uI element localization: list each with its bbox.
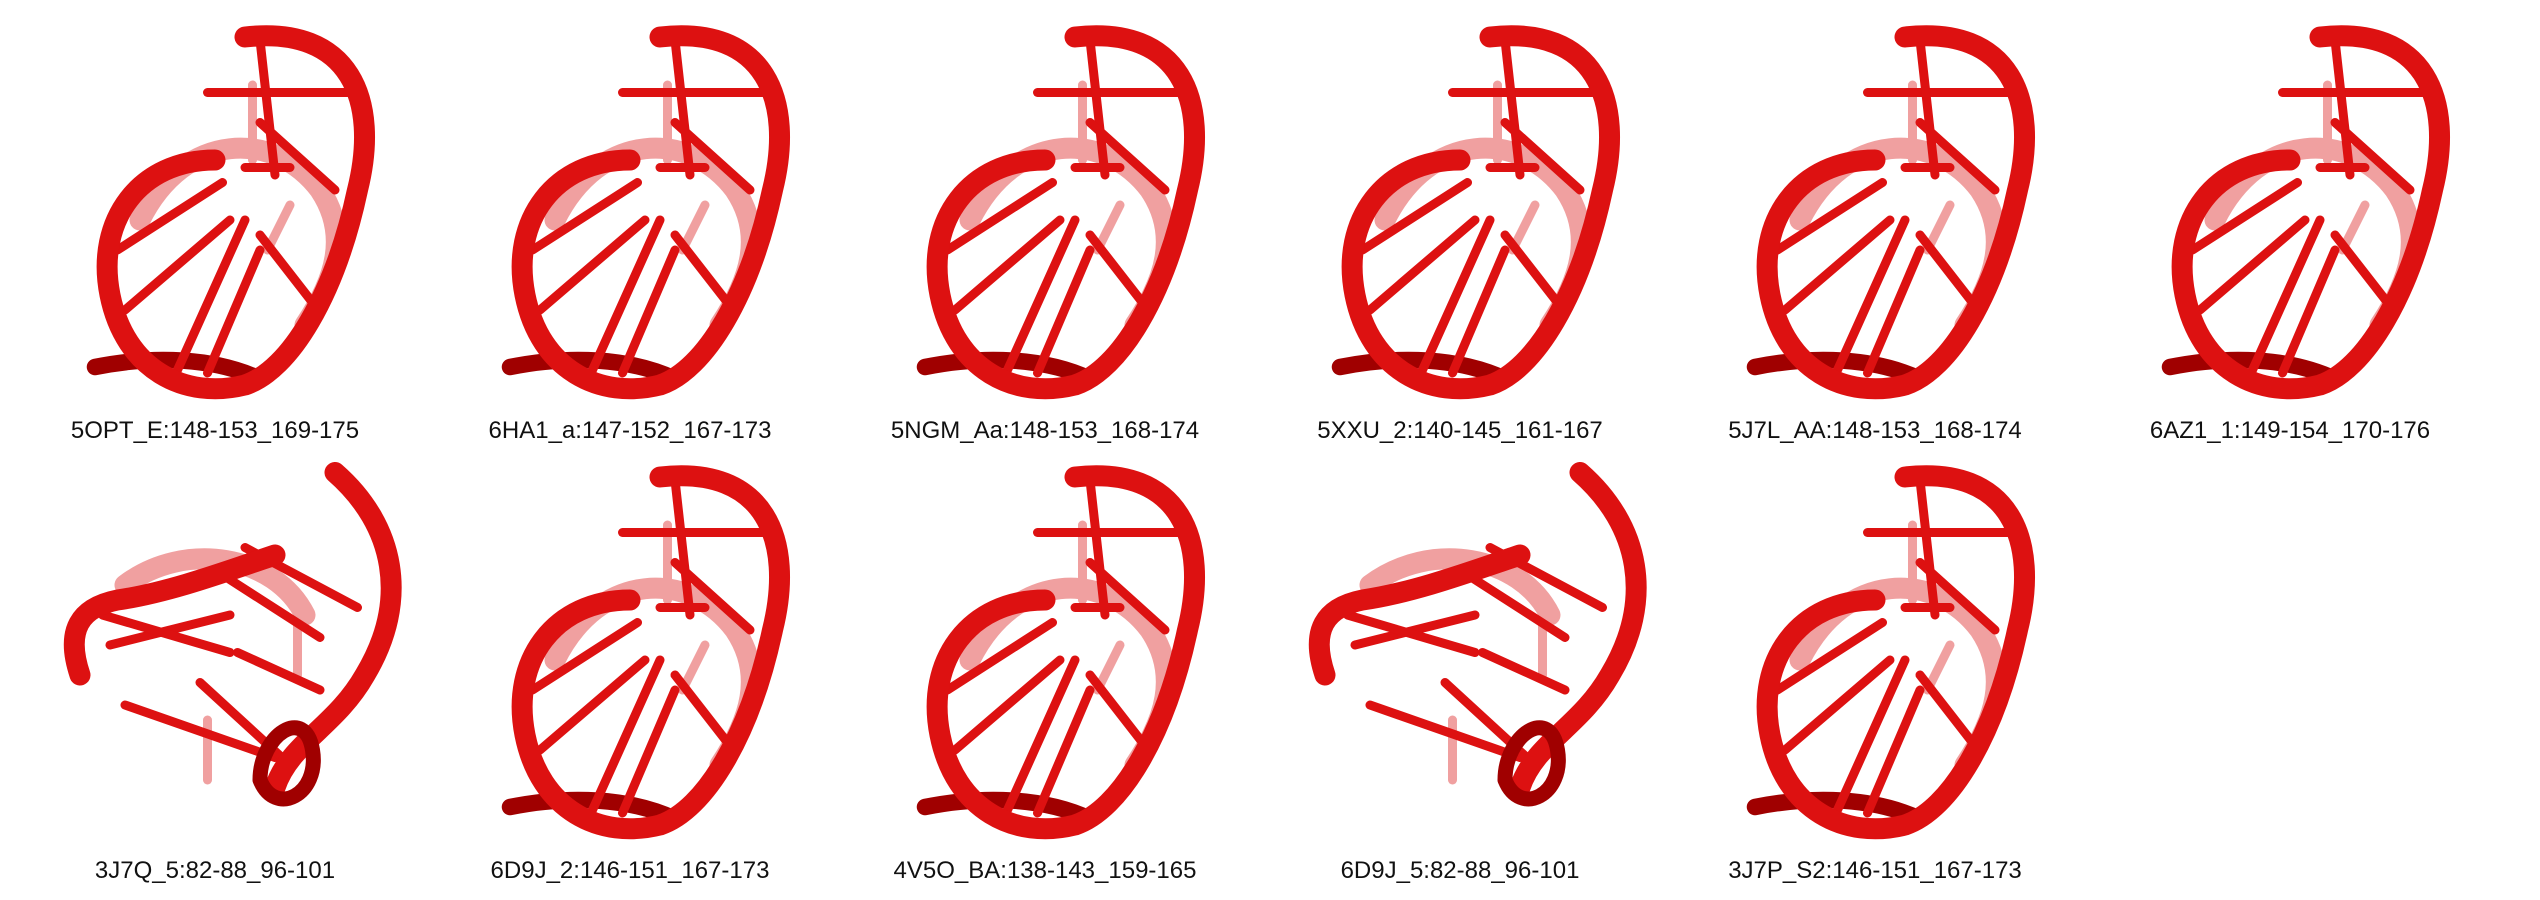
structure-panel: 6HA1_a:147-152_167-173: [425, 15, 835, 455]
structure-panel: 5OPT_E:148-153_169-175: [10, 15, 420, 455]
rna-structure-image: [1331, 25, 1620, 400]
rna-structure-image: [501, 465, 790, 840]
rna-structure-image: [86, 25, 375, 400]
structure-label: 5XXU_2:140-145_161-167: [1317, 417, 1603, 444]
structure-panel: 6AZ1_1:149-154_170-176: [2085, 15, 2495, 455]
structure-label: 5J7L_AA:148-153_168-174: [1728, 417, 2022, 444]
rna-structure-image: [501, 25, 790, 400]
structure-label: 5OPT_E:148-153_169-175: [70, 417, 360, 444]
structure-label: 6D9J_2:146-151_167-173: [490, 857, 770, 884]
rna-structure-image: [2161, 25, 2450, 400]
structure-panel: 5NGM_Aa:148-153_168-174: [840, 15, 1250, 455]
structure-panel: 6D9J_5:82-88_96-101: [1255, 455, 1665, 895]
structure-panel: 6D9J_2:146-151_167-173: [425, 455, 835, 895]
rna-structure-image: [63, 462, 402, 807]
rna-structure-image: [916, 465, 1205, 840]
structure-label: 6D9J_5:82-88_96-101: [1340, 857, 1580, 884]
structure-label: 3J7Q_5:82-88_96-101: [94, 857, 336, 884]
structure-label: 4V5O_BA:138-143_159-165: [893, 857, 1197, 884]
structure-panel: 5J7L_AA:148-153_168-174: [1670, 15, 2080, 455]
structure-panel: 5XXU_2:140-145_161-167: [1255, 15, 1665, 455]
structure-label: 3J7P_S2:146-151_167-173: [1728, 857, 2022, 884]
rna-structure-image: [1746, 25, 2035, 400]
rna-structure-image: [1308, 462, 1647, 807]
structure-label: 6AZ1_1:149-154_170-176: [2149, 417, 2431, 444]
structure-label: 6HA1_a:147-152_167-173: [488, 417, 772, 444]
structure-panel: 3J7P_S2:146-151_167-173: [1670, 455, 2080, 895]
rna-structure-image: [916, 25, 1205, 400]
structure-panel: 3J7Q_5:82-88_96-101: [10, 455, 420, 895]
rna-structure-image: [1746, 465, 2035, 840]
structure-panel: 4V5O_BA:138-143_159-165: [840, 455, 1250, 895]
structure-label: 5NGM_Aa:148-153_168-174: [890, 417, 1200, 444]
